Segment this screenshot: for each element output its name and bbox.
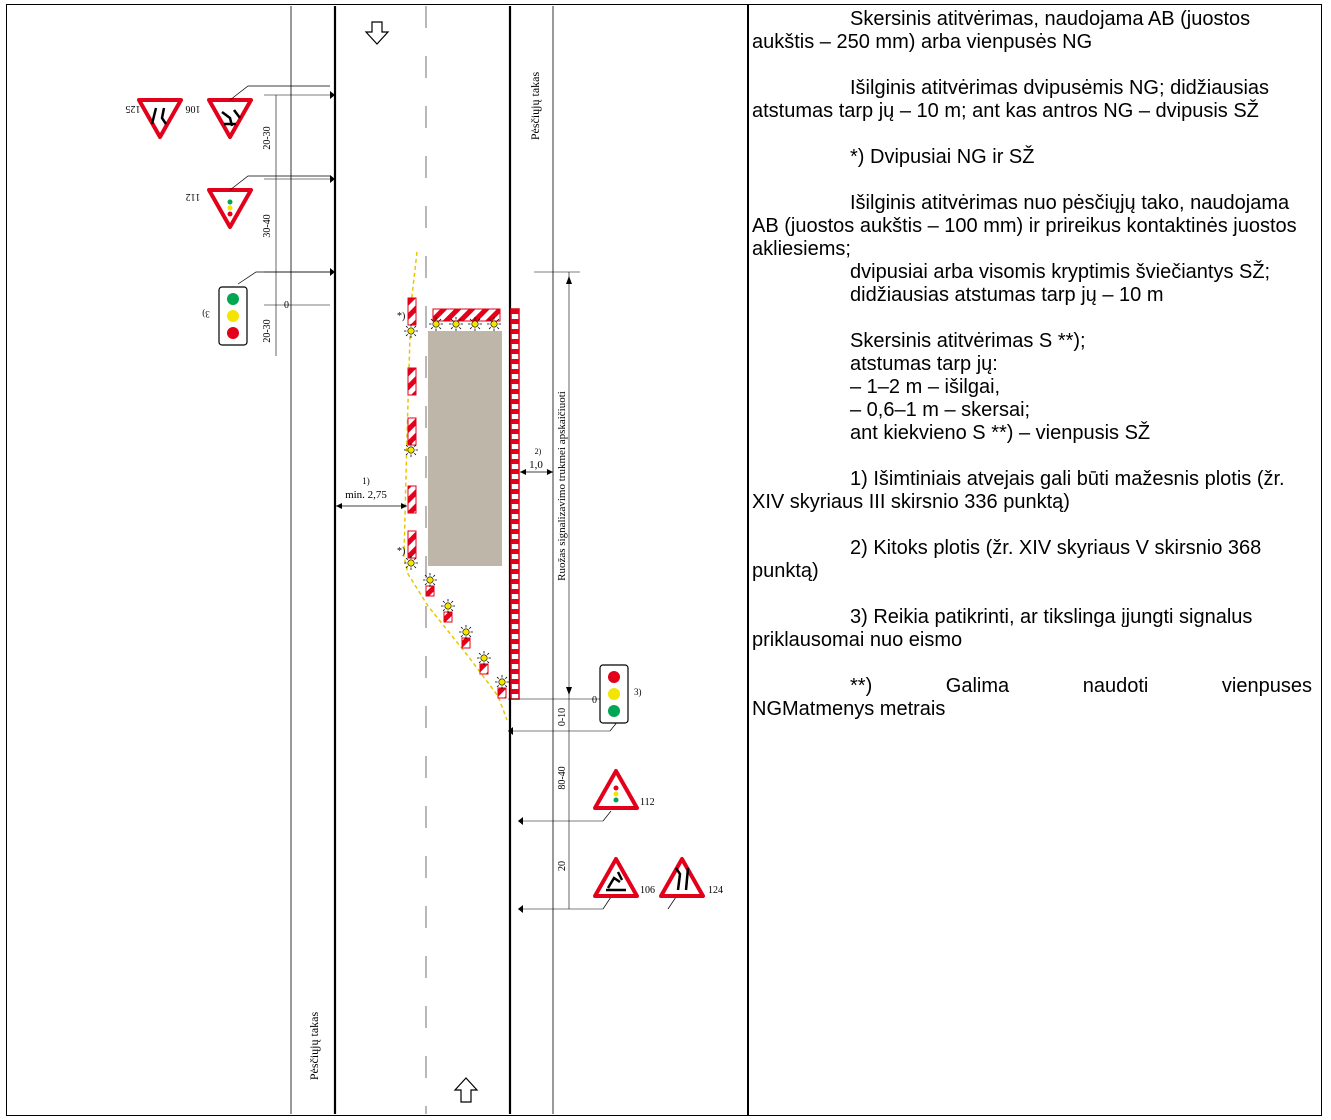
taper-cones xyxy=(422,572,510,699)
tl-left-note: 3) xyxy=(202,309,210,319)
yield-sign-125-icon xyxy=(137,98,183,139)
dim-zero-right: 0 xyxy=(592,695,597,706)
traffic-light-right xyxy=(599,664,629,724)
legend-p2: Išilginis atitvėrimas dvipusėmis NG; did… xyxy=(752,77,1270,122)
star-note-bottom: *) xyxy=(397,546,405,557)
sign-label-106: 106 xyxy=(186,103,201,114)
legend-p5d: – 0,6–1 m – skersai; xyxy=(850,399,1031,421)
dim-0-10: 0-10 xyxy=(557,708,568,726)
dim-80-40: 80-40 xyxy=(557,766,568,789)
legend-p9-line1: **) Galima naudoti vienpuses xyxy=(752,675,1312,698)
legend-p5b: atstumas tarp jų: xyxy=(850,353,998,375)
legend-p4b: dvipusiai arba visomis kryptimis šviečia… xyxy=(850,261,1271,283)
traffic-scheme-diagram: Pėsčiųjų takas Pėsčiųjų takas *) *) 1) m… xyxy=(126,6,723,1114)
dim-30-40: 30-40 xyxy=(262,214,273,237)
roadworks-sign-106-right-icon xyxy=(593,857,639,898)
roadworks-sign-106-icon xyxy=(207,98,253,139)
narrowing-sign-124-icon xyxy=(659,857,705,898)
transverse-barrier-ab xyxy=(432,308,501,322)
legend-p5a: Skersinis atitvėrimas S **); xyxy=(850,330,1086,352)
ped-gap-value: 1,0 xyxy=(529,459,543,471)
ped-gap-note: 2) xyxy=(535,447,542,456)
star-note-top: *) xyxy=(397,311,405,322)
legend-p8: 3) Reikia patikrinti, ar tikslinga įjung… xyxy=(752,606,1253,651)
arrow-down-icon xyxy=(364,21,390,45)
work-area xyxy=(428,331,502,566)
legend-p5c: – 1–2 m – išilgai, xyxy=(850,376,1001,398)
dim-20-30-top: 20-30 xyxy=(262,126,273,149)
legend-p6: 1) Išimtiniais atvejais gali būti mažesn… xyxy=(752,468,1285,513)
min-width-value: min. 2,75 xyxy=(345,489,387,501)
legend-p7: 2) Kitoks plotis (žr. XIV skyriaus V ski… xyxy=(752,537,1262,582)
segment-label: Ruožas signalizavimo trukmei apskaičiuot… xyxy=(556,391,568,581)
page-frame xyxy=(6,4,1322,1116)
sign-label-112-left: 112 xyxy=(186,191,201,202)
column-divider xyxy=(747,4,749,1116)
left-dimension-chain xyxy=(264,94,335,356)
traffic-light-sign-112-icon xyxy=(207,188,253,229)
footpath-label-left: Pėsčiųjų takas xyxy=(307,1012,321,1081)
legend-p4c: didžiausias atstumas tarp jų – 10 m xyxy=(850,284,1164,306)
sign-label-125: 125 xyxy=(126,103,141,114)
sign-label-112-right: 112 xyxy=(640,797,655,808)
sign-label-124: 124 xyxy=(708,885,723,896)
min-width-note: 1) xyxy=(362,476,370,486)
traffic-light-sign-112-right-icon xyxy=(593,769,639,810)
legend-p9a: **) xyxy=(850,675,873,697)
dim-20-30-b: 20-30 xyxy=(262,319,273,342)
footpath-label-right: Pėsčiųjų takas xyxy=(528,72,542,141)
right-dimension-chain xyxy=(508,698,610,910)
legend-p9c: naudoti xyxy=(1082,675,1149,697)
arrow-up-icon xyxy=(453,1077,479,1103)
legend-p9b: Galima xyxy=(945,675,1010,697)
legend-p9d: vienpuses xyxy=(1221,675,1312,697)
longitudinal-ng-boards xyxy=(403,297,419,571)
sign-label-106-right: 106 xyxy=(640,885,655,896)
traffic-light-left xyxy=(218,286,248,346)
tl-right-note: 3) xyxy=(634,687,642,697)
legend-p5e: ant kiekvieno S **) – vienpusis SŽ xyxy=(850,422,1151,444)
dim-20: 20 xyxy=(557,861,568,871)
legend-p3: *) Dvipusiai NG ir SŽ xyxy=(850,146,1035,168)
dim-zero-left: 0 xyxy=(284,300,289,311)
legend-p4a: Išilginis atitvėrimas nuo pėsčiųjų tako,… xyxy=(752,192,1297,260)
legend-p9e: NGMatmenys metrais xyxy=(752,698,946,720)
legend-p1: Skersinis atitvėrimas, naudojama AB (juo… xyxy=(752,8,1251,53)
legend-panel: Skersinis atitvėrimas, naudojama AB (juo… xyxy=(752,8,1312,721)
